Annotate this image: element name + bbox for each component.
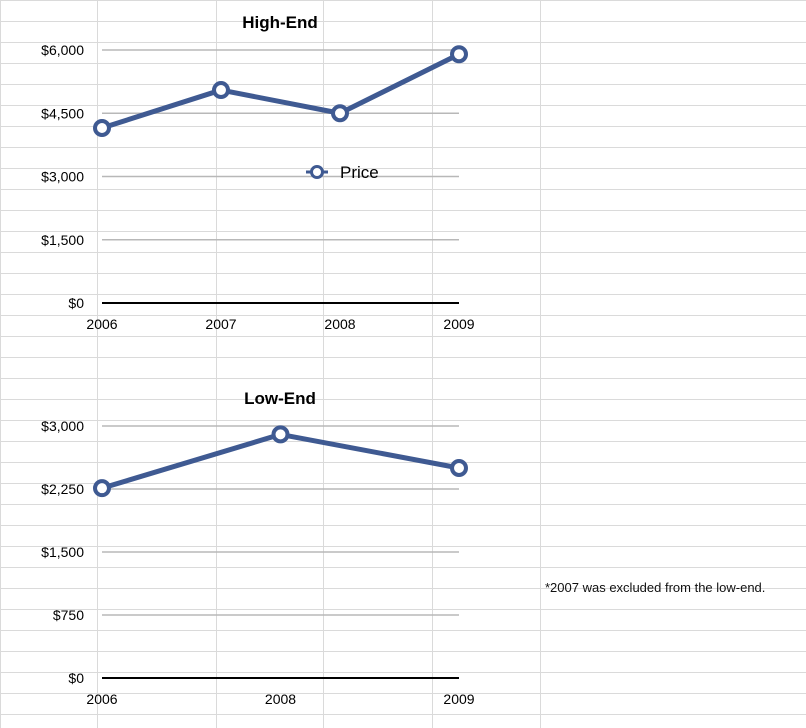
- x-tick-labels: 2006 2007 2008 2009: [86, 316, 474, 332]
- x-tick-labels: 2006 2008 2009: [86, 691, 474, 707]
- price-series: [93, 425, 468, 498]
- series-line: [101, 51, 461, 131]
- x-tick-label: 2007: [205, 316, 236, 332]
- y-tick-label: $0: [68, 295, 84, 311]
- chart-title: High-End: [242, 13, 318, 32]
- price-series: [93, 45, 468, 138]
- y-tick-label: $4,500: [41, 105, 84, 121]
- gridlines: [102, 49, 459, 241]
- chart-title: Low-End: [244, 389, 316, 408]
- data-point: [271, 425, 290, 444]
- data-point: [450, 459, 468, 477]
- y-tick-labels: $0 $750 $1,500 $2,250 $3,000: [41, 418, 84, 686]
- data-point: [450, 45, 468, 64]
- high-end-chart: High-End $0 $1,500 $3,000 $4,500 $6,000 2006…: [41, 13, 475, 332]
- y-tick-label: $3,000: [41, 169, 84, 185]
- x-tick-label: 2009: [443, 316, 474, 332]
- x-tick-label: 2009: [443, 691, 474, 707]
- gridlines: [102, 425, 459, 616]
- y-tick-label: $1,500: [41, 544, 84, 560]
- data-point: [331, 104, 349, 123]
- legend-marker: [310, 165, 324, 179]
- data-point: [93, 479, 111, 498]
- footnote: *2007 was excluded from the low-end.: [545, 580, 766, 595]
- y-tick-labels: $0 $1,500 $3,000 $4,500 $6,000: [41, 42, 84, 311]
- y-tick-label: $3,000: [41, 418, 84, 434]
- y-tick-label: $2,250: [41, 481, 84, 497]
- y-tick-label: $1,500: [41, 232, 84, 248]
- data-point: [212, 81, 230, 100]
- y-tick-label: $0: [68, 670, 84, 686]
- x-tick-label: 2006: [86, 691, 117, 707]
- legend-label: Price: [340, 163, 379, 182]
- x-tick-label: 2006: [86, 316, 117, 332]
- data-point: [93, 119, 111, 138]
- y-tick-label: $750: [53, 607, 84, 623]
- x-tick-label: 2008: [324, 316, 355, 332]
- low-end-chart: Low-End $0$750$1,500$2,250$3,000 2006 200…: [41, 389, 475, 707]
- legend: Price: [306, 163, 379, 182]
- x-tick-label: 2008: [265, 691, 296, 707]
- y-tick-label: $6,000: [41, 42, 84, 58]
